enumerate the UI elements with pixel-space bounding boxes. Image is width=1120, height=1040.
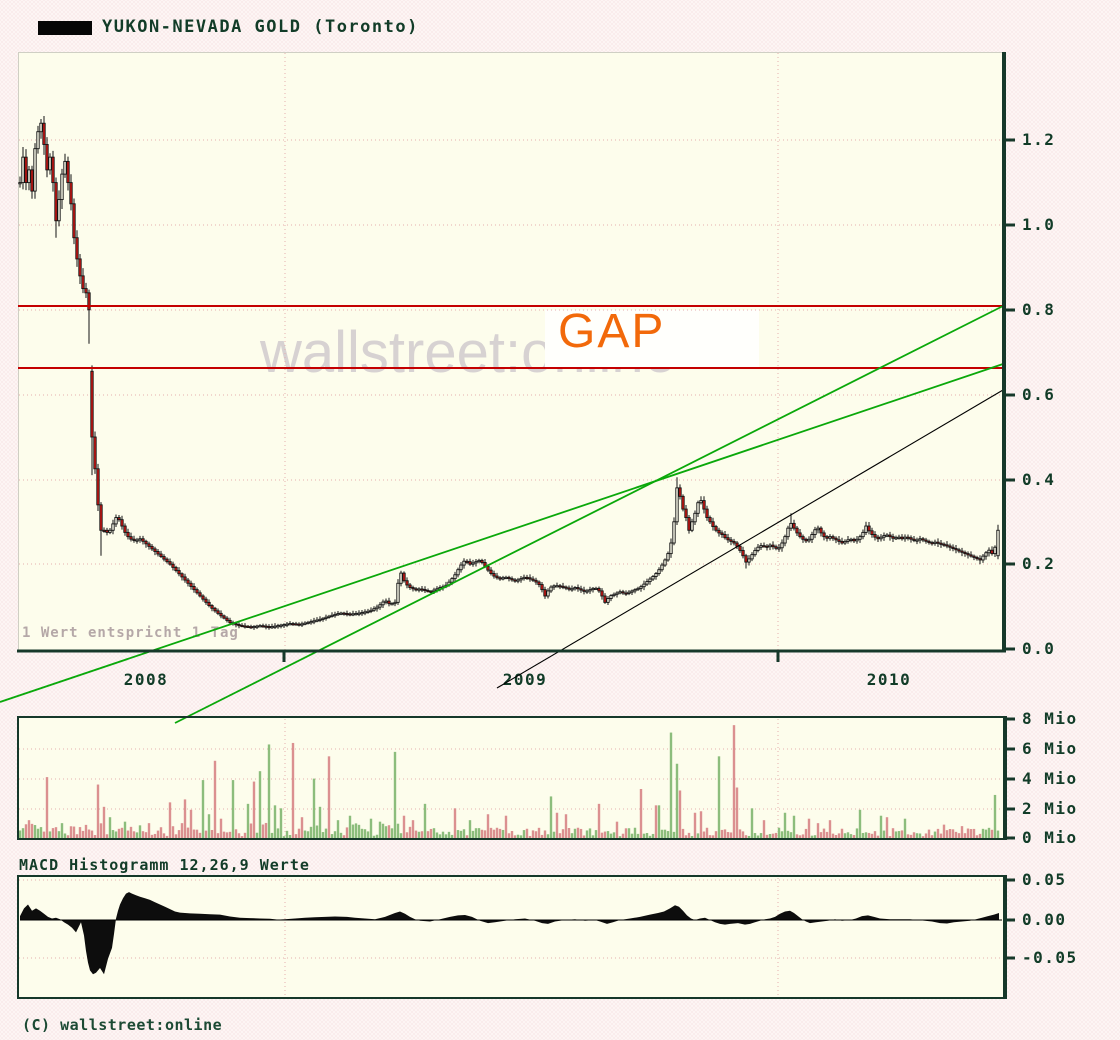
price-y-tick-label: 0.4 xyxy=(1022,470,1056,490)
price-y-tick-label: 0.8 xyxy=(1022,300,1056,320)
macd-y-tick-label: 0.00 xyxy=(1022,910,1067,930)
macd-title: MACD Histogramm 12,26,9 Werte xyxy=(19,856,310,874)
price-y-tick-label: 0.2 xyxy=(1022,554,1056,574)
price-chart-panel xyxy=(18,52,1005,652)
x-year-label: 2008 xyxy=(123,670,169,689)
macd-panel xyxy=(18,876,1004,998)
volume-y-tick-label: 0 Mio xyxy=(1022,828,1078,848)
macd-y-tick-label: -0.05 xyxy=(1022,948,1078,968)
gap-label: GAP xyxy=(558,305,666,358)
price-y-tick-label: 1.0 xyxy=(1022,215,1056,235)
price-y-tick-label: 0.6 xyxy=(1022,385,1056,405)
x-year-label: 2009 xyxy=(502,670,548,689)
volume-y-tick-label: 8 Mio xyxy=(1022,709,1078,729)
macd-y-tick-label: 0.05 xyxy=(1022,870,1067,890)
volume-y-tick-label: 4 Mio xyxy=(1022,769,1078,789)
volume-y-tick-label: 2 Mio xyxy=(1022,799,1078,819)
unit-note: 1 Wert entspricht 1 Tag xyxy=(22,625,239,641)
page-title: YUKON-NEVADA GOLD (Toronto) xyxy=(102,17,419,37)
volume-panel xyxy=(18,717,1004,839)
gap-annotation-box: GAP xyxy=(545,305,759,367)
volume-y-tick-label: 6 Mio xyxy=(1022,739,1078,759)
price-y-tick-label: 0.0 xyxy=(1022,639,1056,659)
copyright: (C) wallstreet:online xyxy=(22,1016,223,1034)
legend-swatch xyxy=(38,21,92,35)
x-year-label: 2010 xyxy=(866,670,912,689)
price-y-tick-label: 1.2 xyxy=(1022,130,1056,150)
